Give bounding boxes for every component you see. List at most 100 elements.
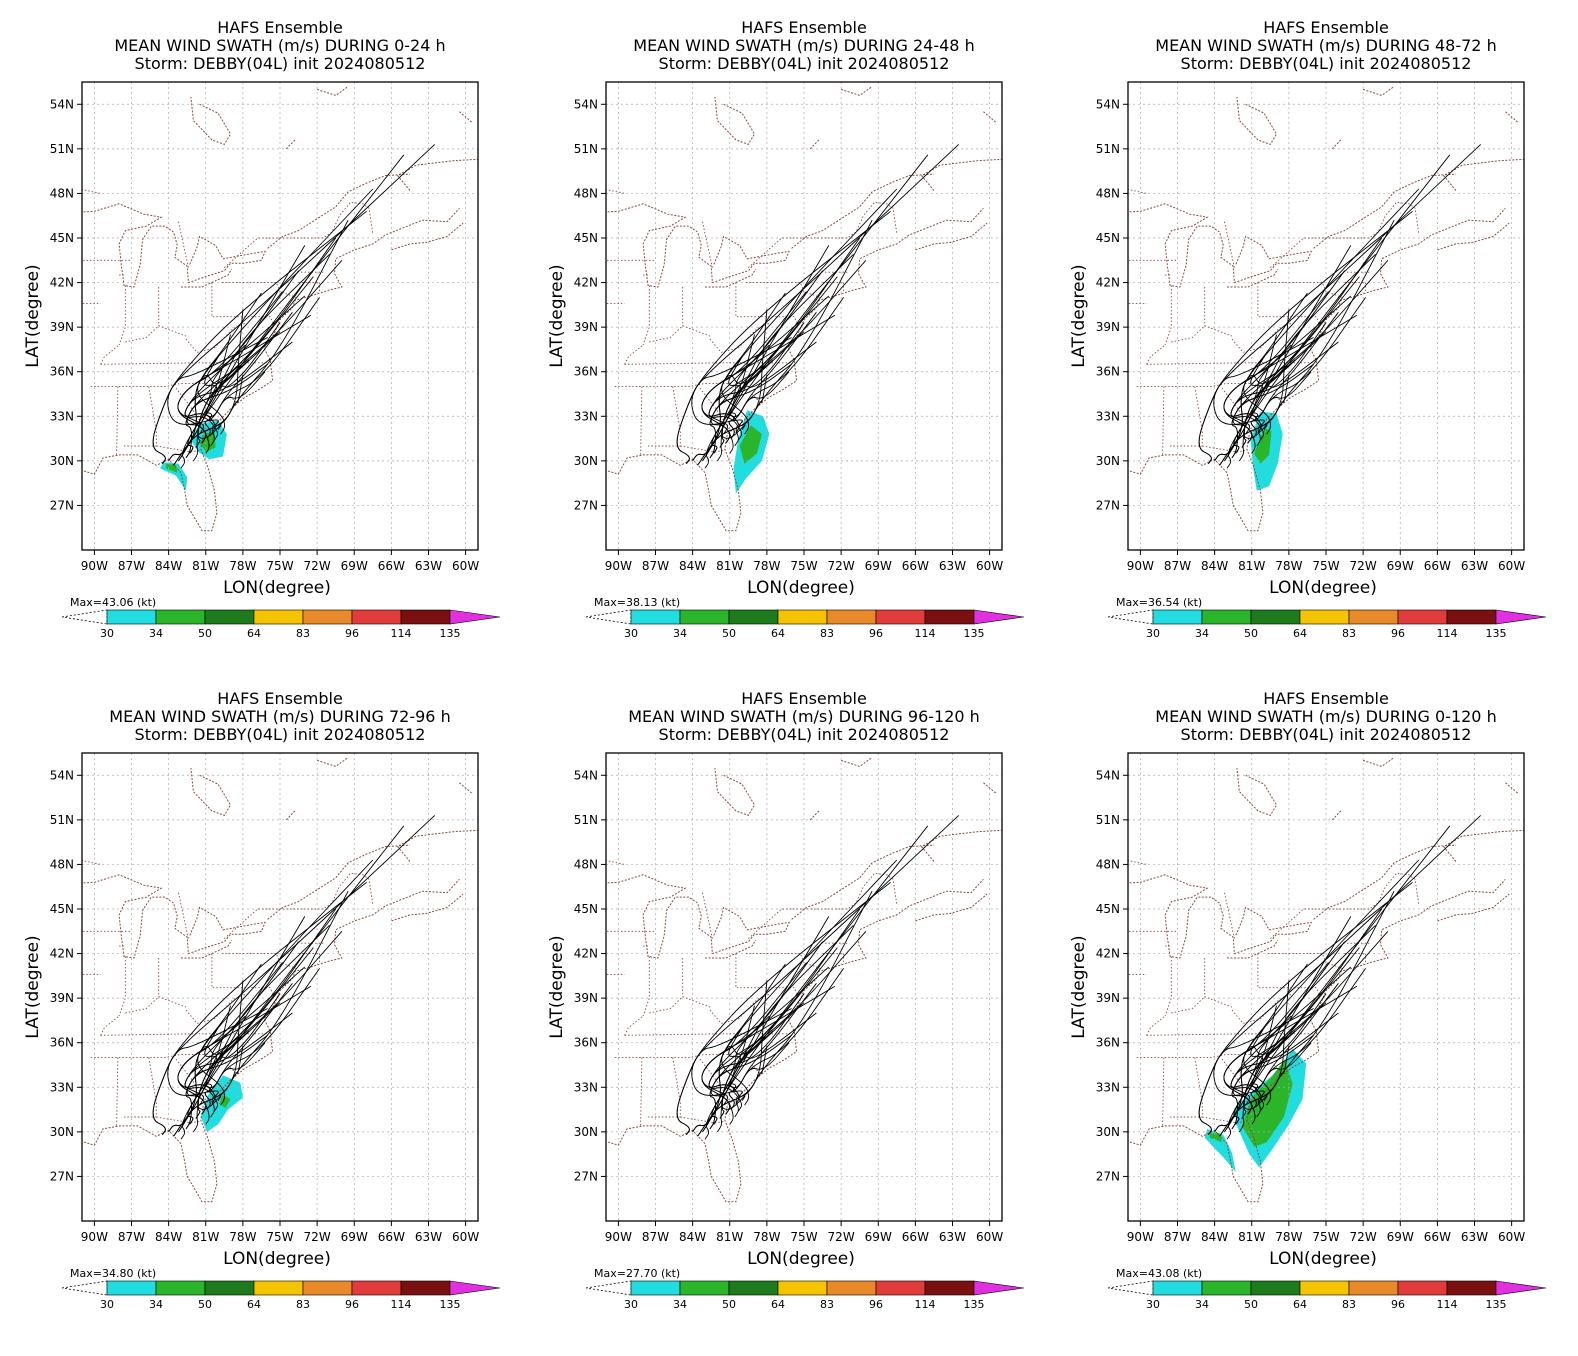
- lat-tick-label: 39N: [574, 991, 598, 1005]
- track-line: [710, 1034, 792, 1125]
- lat-tick-label: 39N: [1096, 991, 1120, 1005]
- y-axis-label: LAT(degree): [1069, 264, 1089, 367]
- colorbar-high-arrow: [449, 1280, 501, 1296]
- lon-tick-label: 84W: [155, 1230, 182, 1244]
- ensemble-tracks: [1198, 815, 1482, 1140]
- colorbar-label: 114: [915, 627, 936, 640]
- lon-tick-label: 66W: [1424, 1230, 1451, 1244]
- lon-tick-label: 75W: [1312, 559, 1339, 573]
- lon-tick-label: 63W: [939, 1230, 966, 1244]
- track-line: [1250, 371, 1312, 439]
- track-line: [709, 1005, 755, 1130]
- max-wind-label: Max=27.70 (kt): [594, 1267, 680, 1280]
- track-line: [728, 371, 790, 439]
- colorbar-label: 34: [1195, 1298, 1209, 1311]
- colorbar-segment: [924, 609, 975, 625]
- colorbar-segment: [351, 609, 402, 625]
- track-line: [195, 344, 246, 448]
- track-line: [708, 931, 867, 1112]
- track-line: [186, 1034, 268, 1125]
- lat-tick-label: 36N: [574, 1036, 598, 1050]
- track-line: [1241, 1015, 1292, 1119]
- lat-tick-label: 42N: [574, 276, 598, 290]
- colorbar-segment: [875, 1280, 926, 1296]
- lat-tick-label: 54N: [1096, 97, 1120, 111]
- lon-tick-label: 81W: [716, 1230, 743, 1244]
- colorbar-label: 50: [1244, 627, 1258, 640]
- colorbar-segment: [1397, 609, 1448, 625]
- colorbar-label: 114: [391, 627, 412, 640]
- lat-tick-label: 33N: [1096, 1080, 1120, 1094]
- lat-tick-label: 45N: [1096, 231, 1120, 245]
- lat-tick-label: 36N: [574, 365, 598, 379]
- colorbar-segment: [728, 609, 779, 625]
- colorbar-label: 64: [1293, 627, 1307, 640]
- track-line: [1232, 363, 1314, 454]
- colorbar-label: 30: [1146, 1298, 1160, 1311]
- lon-tick-label: 63W: [939, 559, 966, 573]
- x-axis-label: LON(degree): [1269, 578, 1377, 598]
- lat-tick-label: 39N: [50, 991, 74, 1005]
- lat-tick-label: 39N: [574, 320, 598, 334]
- lon-tick-label: 69W: [865, 1230, 892, 1244]
- lon-tick-label: 78W: [229, 559, 256, 573]
- colorbar-label: 135: [964, 627, 985, 640]
- lon-tick-label: 90W: [605, 559, 632, 573]
- track-line: [711, 1027, 743, 1125]
- lon-tick-label: 87W: [1164, 1230, 1191, 1244]
- lat-tick-label: 27N: [50, 1169, 74, 1183]
- panel-title: HAFS Ensemble: [217, 689, 343, 708]
- coastlines: [1128, 757, 1524, 1203]
- colorbar-high-arrow: [449, 609, 501, 625]
- colorbar-label: 96: [1391, 627, 1405, 640]
- lat-tick-label: 54N: [574, 768, 598, 782]
- lat-tick-label: 54N: [50, 768, 74, 782]
- y-axis-label: LAT(degree): [547, 264, 567, 367]
- track-line: [1243, 347, 1302, 439]
- colorbar-low-arrow: [61, 609, 108, 625]
- colorbar-segment: [777, 1280, 828, 1296]
- track-line: [710, 363, 792, 454]
- lon-tick-label: 72W: [828, 559, 855, 573]
- track-line: [719, 1015, 770, 1119]
- lon-tick-label: 63W: [415, 559, 442, 573]
- lat-tick-label: 30N: [574, 1125, 598, 1139]
- panel-subtitle: MEAN WIND SWATH (m/s) DURING 96-120 h: [628, 707, 980, 726]
- colorbar-label: 96: [869, 627, 883, 640]
- wind-swath-2: [219, 1094, 231, 1109]
- colorbar-segment: [1152, 609, 1203, 625]
- lat-tick-label: 51N: [50, 142, 74, 156]
- track-line: [676, 210, 891, 465]
- track-line: [1231, 334, 1277, 459]
- colorbar-label: 50: [722, 627, 736, 640]
- map-content: [606, 753, 1002, 1221]
- colorbar-label: 83: [820, 627, 834, 640]
- colorbar-segment: [728, 1280, 779, 1296]
- track-line: [187, 1027, 219, 1125]
- track-line: [676, 881, 891, 1136]
- lon-tick-label: 66W: [902, 559, 929, 573]
- lat-tick-label: 51N: [574, 142, 598, 156]
- map-content: [1128, 82, 1524, 550]
- colorbar-low-arrow: [1107, 609, 1154, 625]
- lon-tick-label: 78W: [1275, 559, 1302, 573]
- wind-swath-4: [166, 463, 178, 473]
- track-line: [1232, 1034, 1314, 1125]
- lat-tick-label: 48N: [1096, 186, 1120, 200]
- lon-tick-label: 81W: [1238, 1230, 1265, 1244]
- state-borders: [1128, 860, 1420, 1126]
- track-line: [177, 962, 283, 1115]
- colorbar-segment: [302, 609, 353, 625]
- lat-tick-label: 51N: [1096, 813, 1120, 827]
- colorbar-label: 34: [149, 1298, 163, 1311]
- track-line: [1219, 963, 1308, 1137]
- colorbar-segment: [400, 1280, 451, 1296]
- colorbar-label: 135: [1486, 1298, 1507, 1311]
- track-line: [167, 337, 268, 426]
- lat-tick-label: 45N: [50, 902, 74, 916]
- colorbar-low-arrow: [585, 609, 632, 625]
- lon-tick-label: 60W: [452, 559, 479, 573]
- lat-tick-label: 54N: [574, 97, 598, 111]
